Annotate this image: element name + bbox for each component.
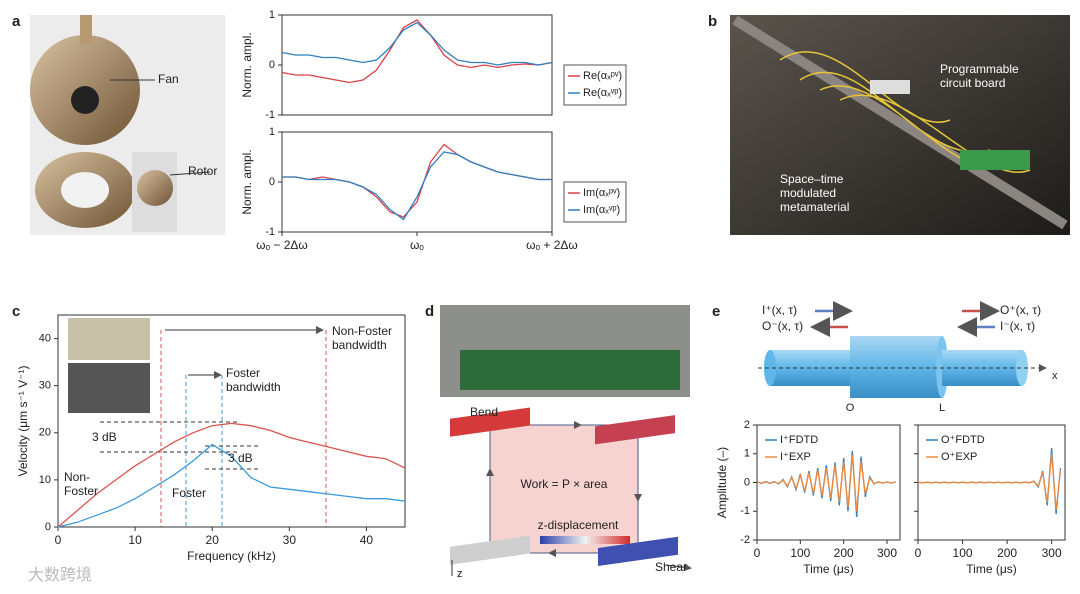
legend-label: O⁺FDTD	[941, 434, 985, 446]
photo-label: Fan	[158, 72, 179, 86]
y-tick-label: 10	[39, 474, 51, 486]
diagram-e	[758, 301, 1047, 398]
annotation: 3 dB	[228, 451, 253, 465]
diagram-label: I⁺(x, τ)	[762, 303, 797, 317]
diagram-label: Bend	[470, 405, 498, 419]
y-tick-label: 1	[269, 126, 275, 138]
x-tick-label: 200	[834, 546, 854, 560]
x-tick-label: ωₒ + 2Δω	[526, 238, 578, 252]
series-line	[917, 453, 1062, 510]
y-tick-label: 30	[39, 380, 51, 392]
y-tick-label: 0	[45, 521, 51, 533]
diagram-label: Shear	[655, 560, 687, 574]
annotation: Foster bandwidth	[226, 366, 281, 394]
series-line	[57, 443, 406, 528]
x-tick-label: 0	[754, 546, 761, 560]
series-line	[281, 19, 553, 84]
legend-box	[563, 64, 627, 106]
x-tick-label: ωₒ − 2Δω	[256, 238, 308, 252]
diagram-label: Work = P × area	[521, 477, 608, 491]
series-line	[282, 143, 552, 218]
photo-d	[440, 305, 690, 397]
diagram-label: I⁻(x, τ)	[1000, 319, 1035, 333]
legend-label: Re(αₓᵛᵖ)	[583, 87, 622, 99]
photo-label: Space–time modulated metamaterial	[780, 172, 850, 214]
y-tick-label: 40	[39, 332, 51, 344]
photo-b	[730, 15, 1070, 235]
y-tick-label: 20	[39, 427, 51, 439]
y-tick-label: 1	[269, 9, 275, 21]
series-line	[281, 21, 553, 66]
x-tick-label: 300	[1042, 546, 1062, 560]
photo-a	[30, 15, 225, 235]
diagram-label: x	[1052, 370, 1058, 382]
series-line	[282, 151, 552, 221]
legend-label: I⁺EXP	[780, 451, 811, 463]
panel-label: e	[712, 303, 720, 320]
diagram-label: O⁻(x, τ)	[762, 319, 803, 333]
y-tick-label: -1	[265, 109, 275, 121]
diagram-label: z	[457, 568, 463, 580]
legend-label: Im(αₓᵛᵖ)	[583, 204, 620, 216]
legend-label: I⁺FDTD	[780, 434, 818, 446]
x-tick-label: 20	[206, 533, 220, 547]
x-axis-label: Frequency (kHz)	[187, 549, 276, 563]
watermark: 大数跨境	[28, 565, 92, 584]
photo-label: Rotor	[188, 164, 217, 178]
series-line	[57, 422, 406, 528]
y-axis-label: Norm. ampl.	[240, 149, 254, 214]
diagram-d	[450, 407, 692, 576]
panel-label: a	[12, 13, 21, 30]
y-tick-label: -1	[740, 505, 750, 517]
panel-label: b	[708, 13, 717, 30]
diagram-label: L	[939, 402, 945, 414]
x-tick-label: 10	[128, 533, 142, 547]
series-label: Non-Foster	[64, 470, 99, 498]
x-tick-label: 200	[997, 546, 1017, 560]
series-line	[917, 447, 1062, 515]
legend-label: Re(αₓᵖᵛ)	[583, 70, 622, 82]
legend-label: O⁺EXP	[941, 451, 977, 463]
x-tick-label: 0	[55, 533, 62, 547]
y-tick-label: -1	[265, 226, 275, 238]
panel-label: d	[425, 303, 434, 320]
y-tick-label: 1	[744, 448, 750, 460]
annotation: 3 dB	[92, 430, 117, 444]
plot-frame	[57, 314, 406, 528]
series-line	[756, 455, 896, 512]
series-label: Foster	[172, 486, 207, 500]
y-axis-label: Norm. ampl.	[240, 32, 254, 97]
plot-frame	[281, 131, 553, 233]
y-tick-label: 0	[269, 59, 275, 71]
panel-label: c	[12, 303, 20, 320]
legend-box	[563, 181, 627, 223]
x-tick-label: 100	[790, 546, 810, 560]
y-tick-label: 2	[744, 419, 750, 431]
y-axis-label: Amplitude (–)	[715, 447, 729, 518]
diagram-label: z-displacement	[538, 518, 619, 532]
y-tick-label: -2	[740, 534, 750, 546]
photo-label: Programmable circuit board	[940, 62, 1019, 90]
y-tick-label: 0	[744, 476, 750, 488]
x-tick-label: ωₒ	[410, 238, 424, 252]
legend-label: Im(αₓᵖᵛ)	[583, 187, 620, 199]
y-axis-label: Velocity (μm s⁻¹ V⁻¹)	[16, 366, 30, 477]
x-tick-label: 100	[953, 546, 973, 560]
x-tick-label: 30	[283, 533, 297, 547]
x-tick-label: 0	[915, 546, 922, 560]
diagram-label: O⁺(x, τ)	[1000, 303, 1041, 317]
annotation: Non-Foster bandwidth	[332, 324, 393, 352]
x-axis-label: Time (μs)	[966, 562, 1016, 576]
x-axis-label: Time (μs)	[803, 562, 853, 576]
x-tick-label: 40	[360, 533, 374, 547]
annotation-lines	[68, 318, 327, 527]
y-tick-label: 0	[269, 176, 275, 188]
diagram-label: O	[846, 402, 855, 414]
x-tick-label: 300	[877, 546, 897, 560]
